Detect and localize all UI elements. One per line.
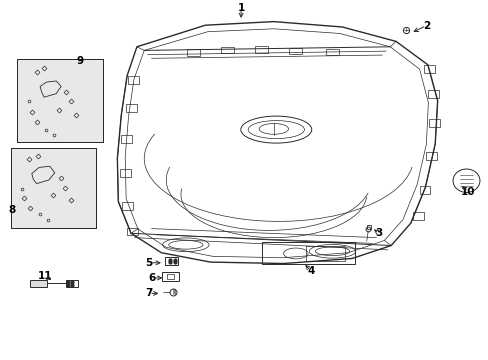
Bar	[426, 152, 436, 160]
Text: 8: 8	[9, 204, 16, 215]
Bar	[128, 76, 139, 84]
Bar	[305, 246, 344, 261]
Text: 5: 5	[145, 258, 152, 268]
Bar	[186, 49, 199, 56]
Bar	[126, 104, 137, 112]
Bar	[428, 119, 439, 127]
Bar	[17, 59, 102, 142]
Bar	[11, 148, 96, 228]
Text: 6: 6	[148, 273, 155, 283]
Bar	[127, 228, 138, 235]
Bar	[255, 46, 267, 53]
Bar	[164, 257, 178, 265]
Text: 9: 9	[76, 56, 83, 66]
Bar	[120, 169, 131, 177]
Bar	[289, 48, 302, 54]
Bar	[261, 242, 354, 264]
Bar	[30, 280, 47, 287]
Bar	[17, 59, 102, 142]
Bar	[423, 65, 434, 73]
Bar	[122, 202, 133, 210]
Text: 3: 3	[375, 228, 382, 238]
Bar	[427, 90, 438, 98]
Text: 7: 7	[145, 288, 153, 298]
Bar	[412, 212, 423, 220]
Bar	[162, 272, 179, 281]
Bar	[419, 186, 429, 194]
Bar	[121, 135, 132, 143]
Bar	[66, 280, 78, 287]
Bar	[167, 274, 174, 279]
Text: 11: 11	[38, 271, 52, 281]
Bar	[325, 49, 338, 55]
Bar	[221, 47, 233, 53]
Text: 4: 4	[306, 266, 314, 276]
Bar	[11, 148, 96, 228]
Text: 10: 10	[460, 186, 475, 197]
Text: 1: 1	[237, 3, 244, 13]
Text: 2: 2	[422, 21, 429, 31]
